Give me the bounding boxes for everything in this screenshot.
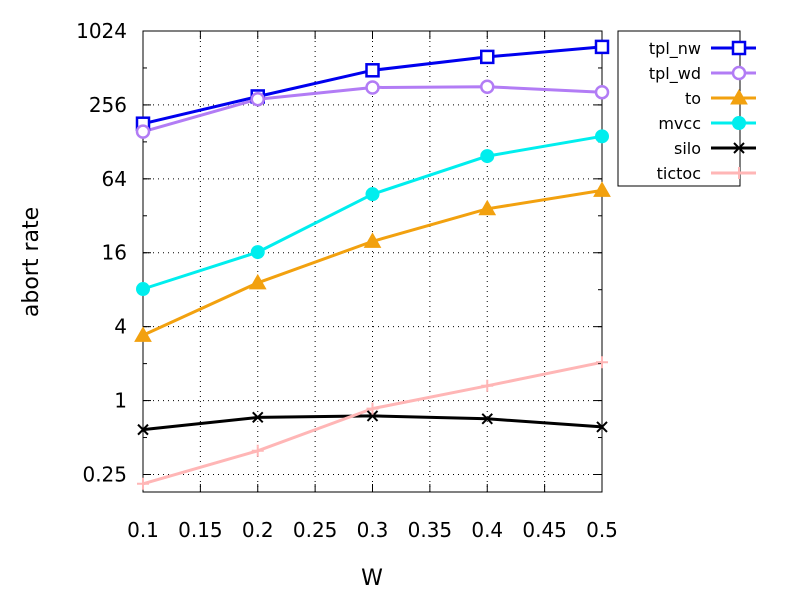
y-tick-label: 1 — [114, 389, 127, 413]
x-tick-label: 0.15 — [178, 518, 223, 542]
data-point-tpl-wd — [365, 80, 380, 95]
data-point-mvcc — [250, 245, 265, 260]
legend-marker-tpl-nw — [731, 40, 747, 56]
y-tick-label: 4 — [114, 315, 127, 339]
data-point-tpl-wd — [135, 124, 151, 139]
data-point-tpl-wd — [480, 79, 495, 94]
data-point-silo — [481, 413, 493, 425]
legend-label-tpl-wd: tpl_wd — [649, 64, 701, 84]
data-point-mvcc — [480, 149, 495, 164]
data-point-tpl-wd — [594, 84, 610, 100]
data-point-silo — [137, 423, 149, 436]
y-tick-label: 64 — [102, 167, 127, 191]
x-tick-label: 0.5 — [586, 518, 618, 542]
data-point-to — [248, 273, 267, 290]
y-tick-label: 1024 — [76, 19, 127, 43]
legend-marker-mvcc — [732, 116, 746, 130]
legend-label-to: to — [685, 89, 701, 108]
data-point-to — [363, 232, 382, 248]
data-point-silo — [366, 410, 379, 422]
legend-marker-to — [730, 88, 748, 105]
data-point-to — [593, 181, 611, 197]
legend-box — [617, 30, 741, 187]
series-markers — [134, 39, 611, 490]
x-tick-label: 0.35 — [408, 518, 453, 542]
legend-label-mvcc: mvcc — [658, 114, 701, 133]
x-axis-title: W — [361, 566, 383, 591]
data-point-mvcc — [136, 282, 150, 297]
data-point-silo — [596, 421, 608, 433]
x-tick-label: 0.45 — [522, 518, 567, 542]
x-tick-label: 0.1 — [127, 518, 159, 542]
data-point-tictoc — [596, 356, 608, 369]
data-point-mvcc — [365, 187, 380, 202]
data-point-tpl-nw — [594, 39, 610, 55]
axis-tick-labels: 0.1 0.15 0.2 0.25 0.3 0.35 0.4 0.45 0.5 0.25 1 4 16 6… — [76, 19, 618, 542]
legend-label-tictoc: tictoc — [657, 164, 701, 183]
data-point-tpl-wd — [250, 91, 265, 107]
data-point-mvcc — [595, 129, 609, 144]
legend-marker-tpl-wd — [731, 65, 747, 81]
x-tick-label: 0.2 — [242, 518, 274, 542]
legend-label-silo: silo — [674, 139, 701, 158]
x-tick-label: 0.4 — [471, 518, 503, 542]
data-point-to — [134, 326, 152, 342]
data-point-tpl-nw — [480, 49, 495, 65]
x-tick-label: 0.25 — [293, 518, 338, 542]
data-point-silo — [252, 411, 264, 424]
data-point-tictoc — [251, 444, 264, 457]
y-tick-label: 256 — [89, 93, 127, 117]
x-tick-label: 0.3 — [357, 518, 389, 542]
legend-marker-silo — [733, 142, 745, 154]
data-point-tictoc — [137, 477, 149, 490]
data-point-tictoc — [481, 379, 494, 392]
y-axis-title: abort rate — [19, 207, 44, 317]
y-tick-label: 0.25 — [82, 462, 127, 486]
data-point-to — [478, 199, 497, 216]
legend-marker-tictoc — [733, 167, 745, 179]
data-point-tpl-nw — [365, 63, 380, 78]
legend-label-tpl-nw: tpl_nw — [649, 39, 701, 59]
y-tick-label: 16 — [102, 241, 127, 265]
data-point-tictoc — [366, 402, 379, 415]
